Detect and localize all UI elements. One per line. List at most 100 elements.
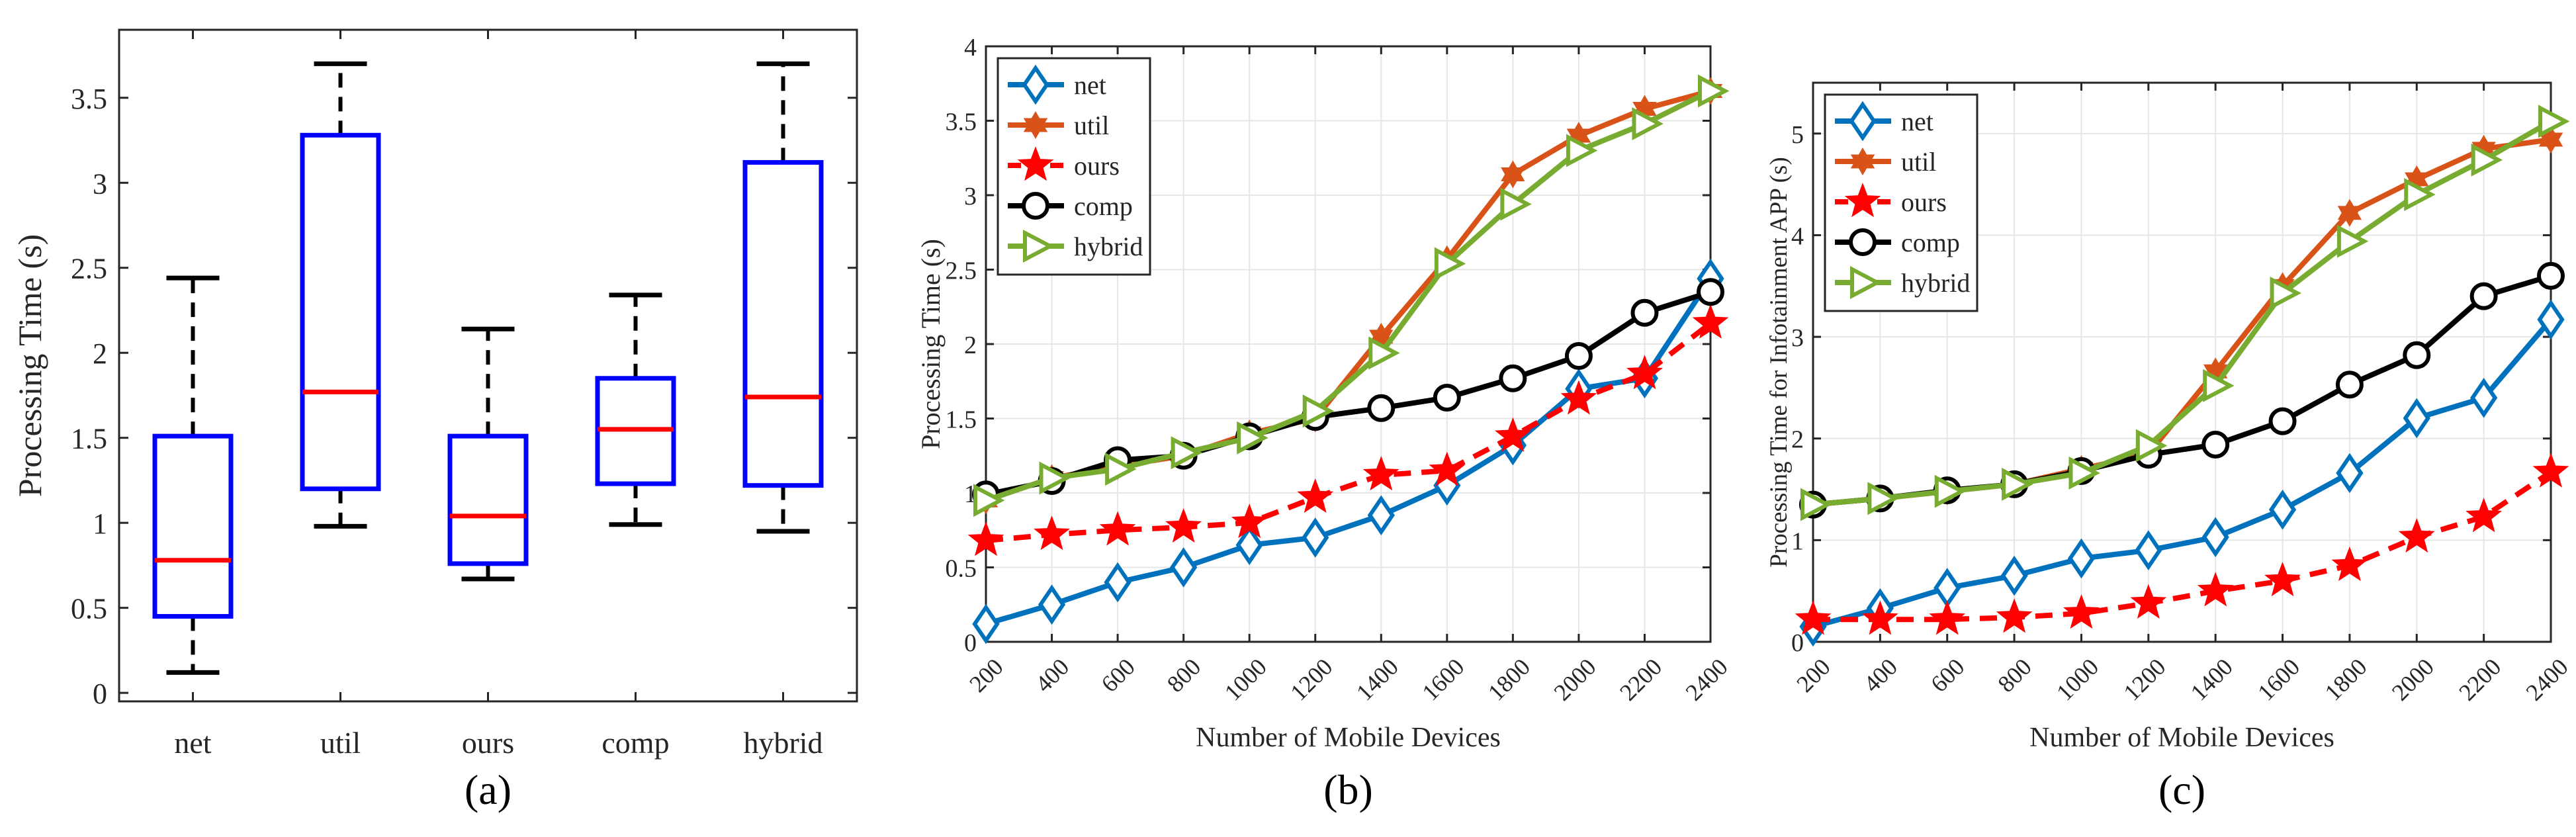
star-marker (1861, 600, 1898, 635)
series-hybrid (1800, 105, 2570, 521)
legend-label: comp (1901, 228, 1960, 257)
x-tick-label: 2400 (2521, 653, 2573, 705)
diamond-marker (1849, 101, 1877, 142)
legend-label: hybrid (1901, 268, 1970, 298)
legend-label: ours (1901, 187, 1947, 217)
triangle-marker (2270, 277, 2301, 310)
triangle-marker (1039, 461, 1071, 495)
y-tick-label: 3 (964, 183, 977, 210)
diamond-marker (2000, 555, 2028, 596)
star-marker (1099, 511, 1136, 546)
triangle-marker (1698, 74, 1730, 108)
y-tick-label: 4 (964, 34, 977, 62)
triangle-marker (1867, 482, 1899, 515)
x-tick-label: 2000 (1548, 653, 1601, 705)
x-tick-label: 2000 (2387, 653, 2439, 705)
circle-marker (2403, 341, 2431, 369)
y-tick-label: 1 (1791, 527, 1804, 555)
hexagram-marker (1023, 111, 1048, 139)
x-tick-label: net (174, 726, 211, 760)
x-tick-label: 400 (1859, 653, 1902, 697)
x-tick-label: 800 (1162, 653, 1206, 697)
y-tick-label: 0 (964, 629, 977, 657)
diamond-marker (1170, 547, 1198, 588)
diamond-marker (2135, 530, 2162, 571)
star-marker (1034, 515, 1070, 551)
panel-a: 0 0.5 1 1.5 2 2.5 3 3.5 net util ours comp hybrid Pro… (11, 28, 858, 813)
legend-label: net (1074, 70, 1106, 100)
triangle-marker (1850, 266, 1882, 299)
triangle-marker (1500, 187, 1532, 221)
diamond-marker (2470, 377, 2498, 418)
diamond-marker (1104, 562, 1132, 603)
star-marker (1017, 146, 1054, 181)
circle-marker (2268, 407, 2297, 435)
y-tick-label: 2 (1791, 426, 1804, 454)
star-marker (1626, 355, 1663, 390)
legend: net util ours comp hybrid (1824, 93, 1978, 312)
x-tick-label: 1600 (1417, 653, 1469, 705)
diamond-marker (1367, 495, 1395, 536)
axes-frame (1812, 81, 2552, 643)
circle-marker (2201, 430, 2230, 459)
legend-label: util (1074, 110, 1109, 140)
y-tick-label: 5 (1791, 121, 1804, 149)
triangle-marker (1105, 453, 1137, 486)
x-tick-label: 400 (1030, 653, 1074, 697)
y-tick-label: 2 (93, 337, 107, 370)
circle-marker (2469, 282, 2498, 310)
x-tick-label: 2400 (1681, 653, 1733, 705)
star-marker (1996, 598, 2033, 633)
circle-marker (1367, 394, 1396, 422)
diamond-marker (2336, 453, 2364, 494)
x-tick-label: 1600 (2252, 653, 2305, 705)
star-marker (2465, 498, 2503, 533)
x-tick-label: 1400 (2186, 653, 2238, 705)
diamond-marker (1235, 525, 1263, 566)
legend-label: comp (1074, 191, 1133, 221)
star-marker (2331, 546, 2368, 582)
star-marker (2130, 584, 2167, 619)
y-tick-label: 2 (964, 331, 977, 359)
panel-c: 0 1 2 3 4 5 200 400 600 800 1000 1200 1400 1600 1800 20… (1765, 81, 2573, 813)
y-tick-label: 2.5 (946, 257, 977, 285)
series-net (1799, 299, 2565, 647)
series-line (985, 289, 1712, 498)
y-axis-label: Processing Time for Infotainment APP (s) (1765, 157, 1793, 567)
star-marker (1231, 504, 1268, 539)
diamond-marker (2201, 517, 2229, 558)
y-tick-label: 2.5 (71, 253, 107, 285)
triangle-marker (2404, 178, 2436, 211)
legend-label: hybrid (1074, 232, 1143, 261)
y-tick-label: 4 (1791, 222, 1804, 250)
star-marker (1929, 600, 1966, 635)
legend: net util ours comp hybrid (997, 57, 1151, 276)
x-axis-label: Number of Mobile Devices (2029, 723, 2334, 753)
diamond-marker (2067, 538, 2096, 579)
circle-marker (1022, 192, 1049, 220)
x-tick-label: 600 (1926, 653, 1969, 697)
circle-marker (1849, 228, 1877, 256)
y-axis-label: Processing Time (s) (11, 234, 48, 497)
diamond-marker (2268, 489, 2297, 530)
x-tick-label: 2200 (2454, 653, 2506, 705)
triangle-marker (2471, 143, 2503, 177)
hexagram-marker (2337, 198, 2362, 227)
x-tick-label: comp (601, 726, 669, 760)
caption: (c) (2158, 766, 2205, 813)
x-tick-label: 1400 (1351, 653, 1403, 705)
y-tick-label: 0.5 (946, 555, 977, 583)
triangle-marker (1800, 488, 1832, 521)
x-tick-label: 1000 (2051, 653, 2104, 705)
box (152, 433, 234, 619)
triangle-marker (2203, 369, 2235, 402)
series-ours (967, 304, 1729, 556)
triangle-marker (1934, 474, 1967, 508)
star-marker (2398, 517, 2435, 553)
series-net (972, 258, 1724, 644)
star-marker (1429, 451, 1466, 486)
star-marker (2532, 453, 2569, 488)
star-marker (1795, 600, 1832, 635)
x-tick-label: hybrid (743, 726, 822, 760)
